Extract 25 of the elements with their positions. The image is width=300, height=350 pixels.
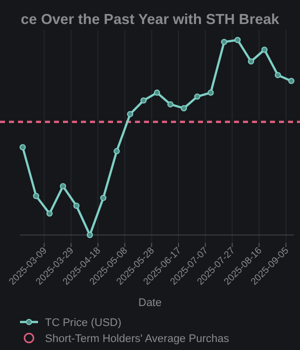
point [33,192,40,200]
point [154,90,160,96]
point [100,194,106,202]
point [288,78,294,84]
point [248,58,254,65]
point [208,90,214,96]
point [261,46,268,53]
point [73,202,80,209]
point [60,183,66,190]
point [180,105,187,112]
point [221,38,228,46]
point [86,232,93,238]
point [274,72,281,78]
point [167,101,174,108]
point [127,111,134,118]
x-axis-title: Date [138,297,162,309]
point [20,144,26,150]
point [140,97,147,104]
chart-title: ce Over the Past Year with STH Break [20,12,280,28]
legend-label: Short-Term Holders' Average Purchas [45,333,230,345]
point [194,93,200,100]
point [234,36,241,44]
point [46,210,53,217]
point [114,148,120,154]
legend-label: TC Price (USD) [45,317,122,329]
